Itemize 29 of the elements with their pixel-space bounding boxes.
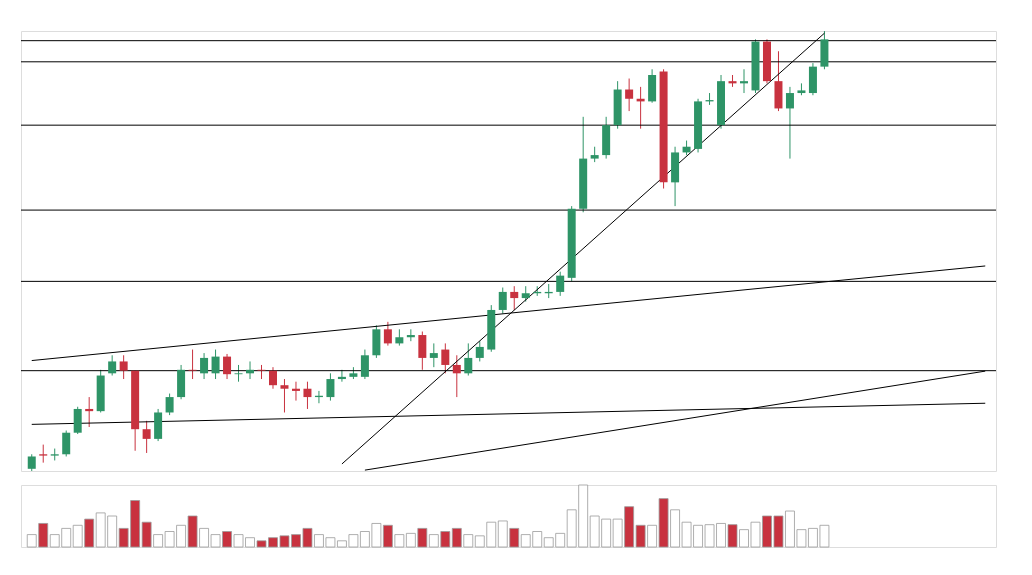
candlestick <box>510 285 519 311</box>
candlestick <box>360 349 369 380</box>
candlestick <box>165 393 174 416</box>
candlestick <box>498 287 507 314</box>
candlestick <box>429 342 438 368</box>
candlestick <box>62 430 71 457</box>
candlestick <box>441 342 450 374</box>
candlestick <box>188 349 197 380</box>
candlestick <box>211 349 220 380</box>
candlestick <box>326 372 335 402</box>
candlestick <box>108 354 117 377</box>
candlestick <box>418 331 427 371</box>
candlestick <box>119 354 128 380</box>
candlestick <box>383 321 392 347</box>
candlestick <box>625 78 634 112</box>
candlestick <box>200 352 209 380</box>
candlestick <box>303 381 312 410</box>
candlestick <box>73 406 82 435</box>
candlestick <box>142 420 151 454</box>
candlestick <box>223 353 232 380</box>
candlestick <box>280 378 289 413</box>
candlestick <box>475 340 484 362</box>
candlestick <box>556 271 565 297</box>
candlestick <box>452 354 461 398</box>
candlestick <box>464 342 473 377</box>
candlestick <box>268 366 277 390</box>
candlestick <box>785 86 794 160</box>
candlestick <box>257 364 266 380</box>
candlestick <box>39 444 48 464</box>
